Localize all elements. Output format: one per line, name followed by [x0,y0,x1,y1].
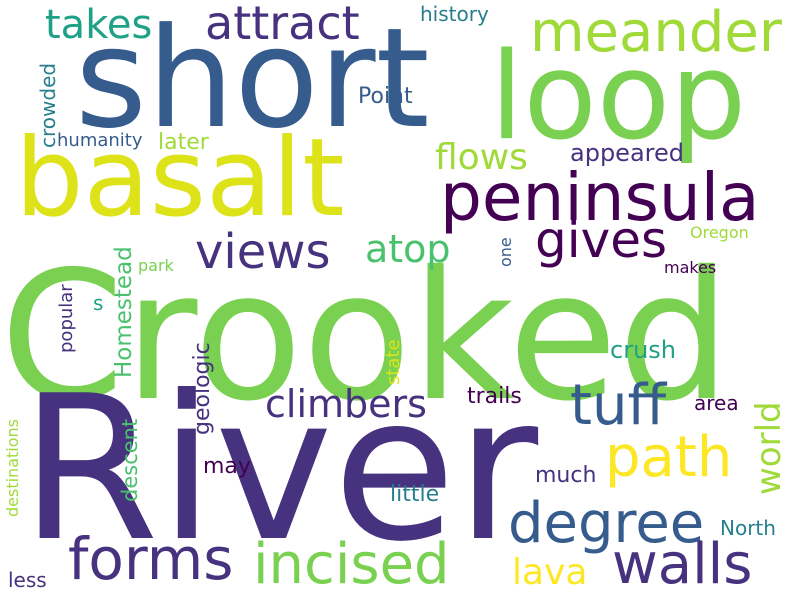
word-river: River [20,353,539,586]
word-climbers: climbers [265,382,427,426]
word-oregon: Oregon [690,223,749,242]
word-later: later [158,130,209,155]
word-area: area [694,391,739,415]
word-geologic: geologic [190,342,215,435]
word-basalt: basalt [15,116,345,241]
word-atop: atop [365,227,451,271]
word-appeared: appeared [570,139,684,167]
word-peninsula: peninsula [440,159,760,236]
word-crush: crush [610,336,676,364]
word-crooked: Crooked [0,233,731,440]
word-s: s [93,291,104,315]
word-path: path [605,425,733,490]
word-makes: makes [664,258,717,277]
word-less: less [8,568,47,592]
word-degree: degree [508,491,705,556]
word-flows: flows [435,137,528,178]
word-homestead: Homestead [111,246,137,378]
word-forms: forms [68,525,234,593]
word-one: one [496,237,515,267]
word-takes: takes [45,2,153,48]
word-tuff: tuff [570,373,667,438]
word-attract: attract [205,0,360,50]
word-incised: incised [253,532,450,597]
word-views: views [195,224,331,280]
word-history: history [420,2,489,26]
word-north: North [720,516,776,540]
word-loop: loop [490,28,747,167]
word-short: short [75,0,430,159]
word-crowded: crowded [36,62,60,148]
word-walls: walls [612,532,753,597]
word-lava: lava [512,552,588,593]
word-popular: popular [56,284,77,353]
word-point: Point [358,84,413,109]
word-trails: trails [467,384,522,409]
word-destinations: destinations [3,419,22,517]
word-meander: meander [530,0,782,65]
word-little: little [390,482,440,507]
word-descent: descent [118,418,142,502]
word-gives: gives [535,211,668,269]
word-much: much [535,463,597,488]
word-state: state [383,339,404,385]
word-park: park [138,256,174,275]
word-humanity: humanity [57,130,143,151]
word-may: may [203,454,251,479]
word-world: world [749,401,789,495]
